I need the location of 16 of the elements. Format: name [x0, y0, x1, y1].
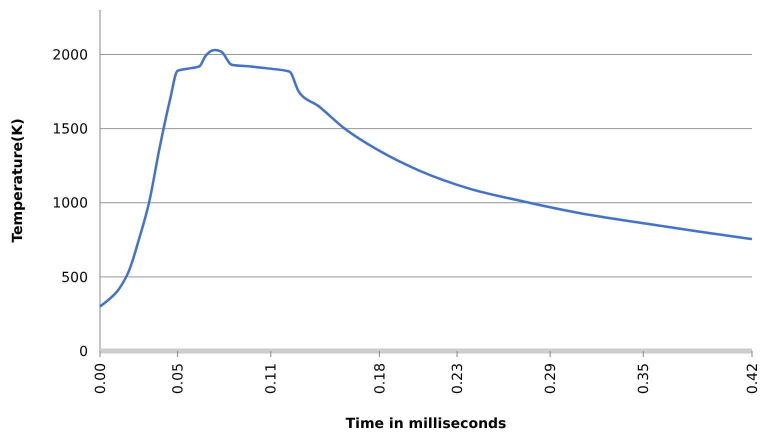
x-tick-label: 0.18: [372, 363, 388, 394]
x-tick-label: 0.29: [543, 363, 560, 394]
x-tick-label: 0.00: [92, 363, 109, 394]
x-tick-label: 0.23: [450, 363, 466, 394]
y-tick-label: 2000: [52, 47, 88, 64]
x-tick-label: 0.11: [264, 363, 280, 394]
y-tick-label: 1000: [52, 196, 88, 212]
y-tick-label: 0: [79, 344, 88, 360]
x-tick-label: 0.42: [744, 363, 761, 394]
line-series: [98, 48, 754, 308]
x-tick-label: 0.35: [636, 363, 652, 394]
x-axis-title: Time in milliseconds: [346, 416, 506, 432]
y-tick-label: 500: [61, 270, 88, 286]
y-tick-label: 1500: [52, 122, 88, 138]
y-axis-title: Temperature(K): [10, 118, 26, 243]
x-tick-label: 0.05: [170, 363, 187, 394]
